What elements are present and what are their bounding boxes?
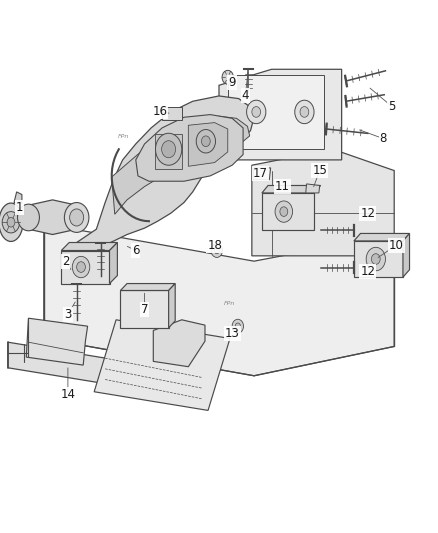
Text: FPn: FPn	[224, 301, 236, 306]
Text: 14: 14	[60, 388, 75, 401]
Circle shape	[2, 212, 20, 233]
Circle shape	[252, 107, 261, 117]
Circle shape	[196, 130, 215, 153]
Text: 10: 10	[389, 239, 404, 252]
Text: 1: 1	[16, 201, 24, 214]
Circle shape	[18, 204, 39, 231]
Polygon shape	[94, 320, 230, 410]
Polygon shape	[136, 115, 243, 181]
Polygon shape	[262, 193, 314, 230]
Text: 16: 16	[152, 106, 167, 118]
Circle shape	[211, 244, 223, 257]
Circle shape	[235, 323, 240, 329]
Text: FPn: FPn	[118, 133, 129, 139]
Polygon shape	[120, 290, 169, 328]
Polygon shape	[228, 75, 324, 149]
Circle shape	[222, 70, 233, 84]
Polygon shape	[26, 318, 88, 365]
Polygon shape	[155, 134, 182, 169]
Circle shape	[77, 262, 85, 272]
Text: 18: 18	[207, 239, 222, 252]
Text: 7: 7	[141, 303, 148, 316]
Text: 15: 15	[312, 164, 327, 177]
Polygon shape	[77, 96, 254, 253]
Circle shape	[162, 141, 176, 158]
Polygon shape	[110, 243, 117, 284]
Circle shape	[366, 247, 385, 271]
Text: 8: 8	[380, 132, 387, 145]
Circle shape	[295, 100, 314, 124]
Polygon shape	[253, 168, 271, 180]
Polygon shape	[112, 116, 250, 214]
Text: 9: 9	[228, 76, 236, 89]
Polygon shape	[262, 185, 321, 193]
Ellipse shape	[0, 203, 23, 241]
Circle shape	[371, 254, 380, 264]
Circle shape	[247, 100, 266, 124]
Polygon shape	[61, 251, 110, 284]
Polygon shape	[120, 284, 175, 290]
Circle shape	[201, 136, 210, 147]
Polygon shape	[403, 233, 410, 277]
Polygon shape	[14, 192, 22, 204]
Text: 13: 13	[225, 327, 240, 340]
Polygon shape	[252, 149, 394, 256]
Text: 5: 5	[389, 100, 396, 113]
Polygon shape	[188, 123, 228, 166]
Text: 12: 12	[360, 265, 375, 278]
Text: 12: 12	[360, 207, 375, 220]
Text: 4: 4	[241, 90, 249, 102]
Polygon shape	[44, 224, 394, 376]
Circle shape	[300, 107, 309, 117]
Circle shape	[232, 319, 244, 333]
Polygon shape	[162, 107, 182, 120]
Text: 6: 6	[132, 244, 140, 257]
Circle shape	[214, 247, 219, 254]
Circle shape	[72, 256, 90, 278]
Polygon shape	[28, 200, 77, 235]
Circle shape	[155, 133, 182, 165]
Circle shape	[275, 201, 293, 222]
Polygon shape	[354, 233, 410, 241]
Text: 17: 17	[253, 167, 268, 180]
Polygon shape	[219, 69, 342, 160]
Text: 2: 2	[62, 255, 70, 268]
Circle shape	[64, 203, 89, 232]
Polygon shape	[354, 241, 403, 277]
Polygon shape	[169, 284, 175, 328]
Circle shape	[7, 217, 15, 227]
Circle shape	[280, 207, 288, 216]
Text: 11: 11	[275, 180, 290, 193]
Circle shape	[70, 209, 84, 226]
Text: 3: 3	[64, 308, 71, 321]
Polygon shape	[61, 243, 117, 251]
Polygon shape	[306, 184, 320, 193]
Polygon shape	[8, 342, 210, 401]
Polygon shape	[153, 320, 205, 367]
